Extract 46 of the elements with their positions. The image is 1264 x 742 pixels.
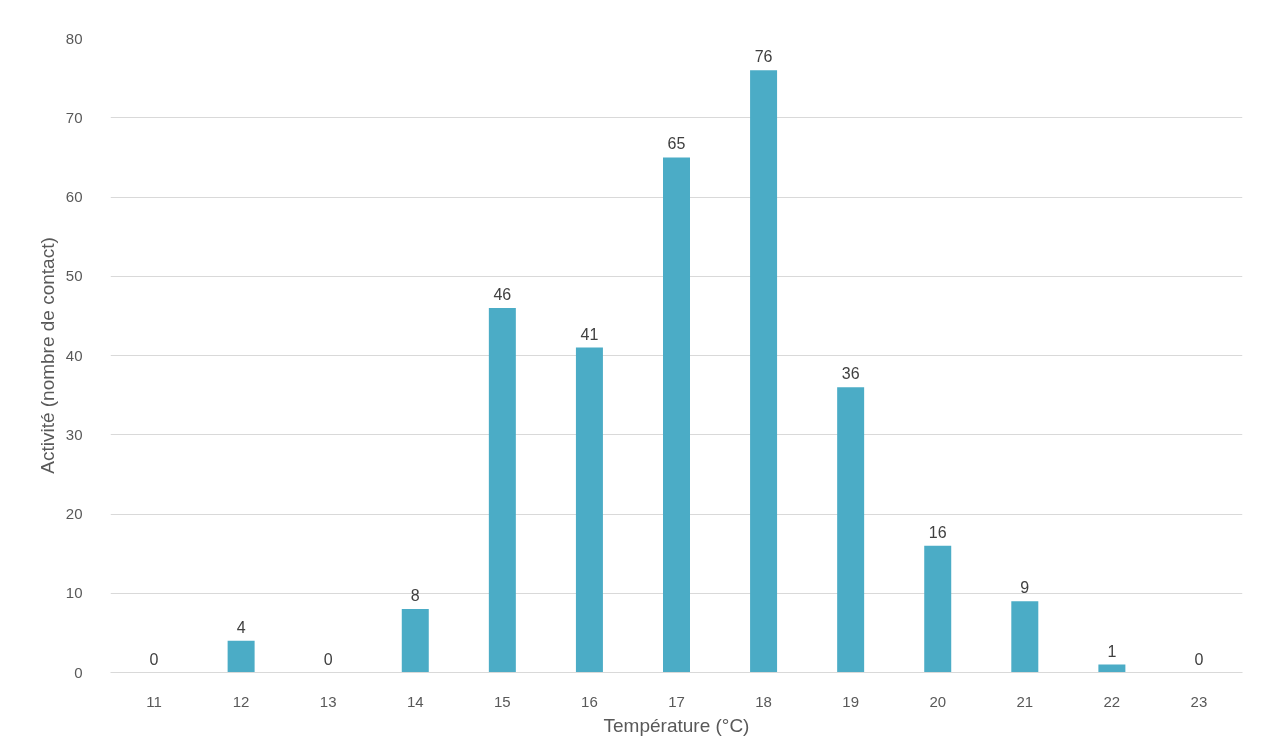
bar xyxy=(575,347,603,673)
x-axis-title: Température (°C) xyxy=(603,714,750,736)
data-label: 0 xyxy=(1194,650,1204,668)
y-tick-label: 20 xyxy=(65,505,83,522)
y-tick-label: 10 xyxy=(65,584,83,602)
bar xyxy=(1011,601,1039,673)
y-tick-label: 80 xyxy=(65,29,83,47)
data-label: 76 xyxy=(754,48,773,66)
x-tick-label: 20 xyxy=(929,692,947,710)
y-axis-title: Activité (nombre de contact) xyxy=(36,237,58,474)
y-tick-label: 0 xyxy=(74,663,83,681)
data-label: 36 xyxy=(841,365,860,383)
data-label: 65 xyxy=(667,135,686,153)
x-tick-label: 15 xyxy=(494,692,511,710)
x-tick-label: 19 xyxy=(842,692,859,710)
x-tick-label: 23 xyxy=(1190,692,1208,710)
bar xyxy=(750,70,778,673)
x-tick-label: 14 xyxy=(406,692,424,710)
y-tick-label: 60 xyxy=(65,188,83,205)
x-tick-label: 13 xyxy=(319,692,337,710)
x-tick-label: 17 xyxy=(668,692,685,710)
bar xyxy=(227,640,255,673)
bar xyxy=(488,307,516,673)
data-label: 41 xyxy=(580,325,599,343)
bar xyxy=(401,609,429,673)
bar xyxy=(837,387,865,673)
data-label: 8 xyxy=(410,587,420,605)
y-tick-label: 50 xyxy=(65,267,83,285)
data-label: 0 xyxy=(149,650,159,668)
data-label: 0 xyxy=(323,650,333,668)
bar xyxy=(924,545,952,673)
x-tick-label: 21 xyxy=(1016,692,1034,710)
y-tick-label: 70 xyxy=(65,108,83,126)
x-tick-label: 12 xyxy=(232,692,250,710)
x-tick-label: 18 xyxy=(755,692,772,710)
x-tick-label: 16 xyxy=(581,692,598,710)
data-label: 46 xyxy=(493,285,512,303)
bar xyxy=(663,157,690,673)
data-label: 1 xyxy=(1107,642,1117,660)
data-label: 16 xyxy=(928,523,947,541)
x-tick-label: 11 xyxy=(146,692,162,710)
y-tick-label: 40 xyxy=(65,346,83,364)
x-tick-label: 22 xyxy=(1103,692,1121,710)
data-label: 4 xyxy=(236,618,246,636)
data-label: 9 xyxy=(1020,579,1030,597)
y-tick-label: 30 xyxy=(65,425,83,443)
